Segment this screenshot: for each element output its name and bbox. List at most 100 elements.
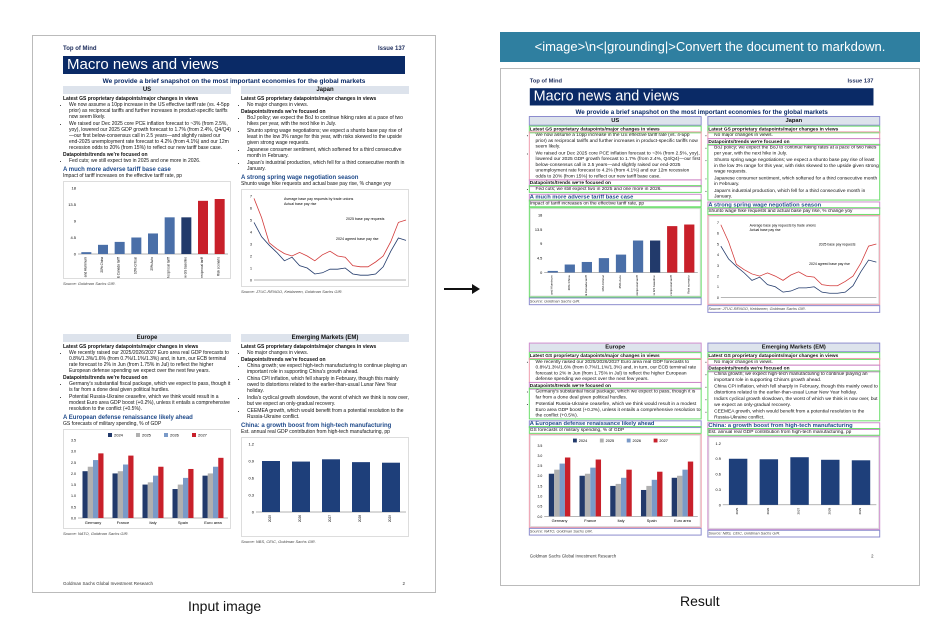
result-japan-header: Japan	[707, 116, 881, 126]
legend-swatch	[626, 438, 631, 443]
bar	[131, 237, 142, 254]
x-tick-label: Additional reciprocal tariff	[200, 257, 204, 279]
europe-focus-bullet: Germany's substantial fiscal package, wh…	[69, 381, 231, 393]
bar	[172, 489, 178, 518]
japan-focus-bullet: Japanese consumer sentiment, which softe…	[247, 147, 409, 159]
europe-defense-chart: 2024 2025 2026 2027 0.0 0.5 1.0 1.5 2.0 2.5 3.0 3.5…	[63, 429, 231, 529]
em-focus-bullet: CEEMEA growth, which would benefit from …	[247, 408, 409, 420]
bar	[677, 475, 683, 517]
x-tick-label: 2029	[858, 507, 862, 514]
japan-focus-bullet: BoJ policy; we expect the BoJ to continu…	[247, 115, 409, 127]
x-tick-label: 2028	[827, 507, 831, 514]
bar	[81, 252, 92, 254]
japan-focus: Datapoints/trends we're focused on	[241, 109, 326, 115]
result-japan-focus-bullet: Japanese consumer sentiment, which softe…	[714, 176, 879, 188]
x-tick-label: Risk scenario	[686, 275, 690, 294]
y-tick-label: 1.5	[71, 483, 76, 487]
result-japan-bullet: No major changes in views.	[714, 132, 879, 138]
legend-label: 2024	[579, 439, 588, 443]
em-chart-title: China: a growth boost from high-tech man…	[241, 423, 392, 429]
series-line	[253, 198, 407, 268]
result-em-chart-sub: Est. annual real GDP contribution from h…	[707, 428, 881, 436]
y-tick-label: 4	[717, 253, 719, 257]
bar	[183, 477, 189, 518]
europe-bullet: We recently raised our 2025/2026/2027 Eu…	[69, 350, 231, 374]
x-tick-label: 10% Critical	[133, 257, 137, 274]
legend-swatch	[599, 438, 604, 443]
y-tick-label: 7	[717, 221, 719, 225]
y-tick-label: 5	[717, 242, 719, 246]
doc-subtitle: We provide a brief snapshot on the most …	[102, 78, 366, 85]
result-us-chart-sub: Impact of tariff increases on the effect…	[528, 199, 702, 208]
x-tick-label: Germany	[85, 520, 101, 525]
doc-title: Macro news and views	[63, 56, 405, 74]
legend-swatch	[192, 433, 196, 437]
japan-source: Source: JTUC-RENGO, Keidanren, Goldman S…	[241, 289, 343, 294]
annotation: 2025 base pay requests	[346, 217, 385, 221]
result-europe-chart-title: A European defense renaissance likely ah…	[528, 420, 702, 429]
em-china-chart: 0 0.3 0.6 0.9 1.2 2025 2026 2027 2028 2029	[241, 437, 409, 537]
x-tick-label: Risk scenario	[217, 257, 221, 276]
x-tick-label: 2028	[358, 515, 362, 522]
bar	[153, 475, 159, 518]
bar	[615, 254, 627, 273]
us-column: US Latest GS proprietary datapoints/majo…	[63, 86, 231, 300]
y-tick-label: 13.5	[535, 228, 542, 232]
bar	[790, 457, 809, 505]
bar	[352, 462, 370, 512]
europe-focus-bullet: Potential Russia-Ukraine ceasefire, whic…	[69, 394, 231, 412]
result-japan-focus: Datapoints/trends we're focused on	[707, 138, 881, 146]
x-tick-label: 25% Steel and Aluminum	[550, 275, 554, 297]
europe-header: Europe	[63, 334, 231, 342]
annotation: 2024 agreed base pay rise	[336, 237, 379, 241]
em-chart-sub: Est. annual real GDP contribution from h…	[241, 429, 390, 435]
y-tick-label: 0.9	[248, 459, 254, 464]
result-us-column: US Latest GS proprietary datapoints/majo…	[528, 116, 702, 317]
y-tick-label: 0.0	[71, 517, 76, 521]
em-focus-bullet: China CPI inflation, which fell sharply …	[247, 376, 409, 394]
y-tick-label: 4.5	[537, 257, 542, 261]
result-us-chart-title: A much more adverse tariff base case	[528, 193, 702, 202]
y-tick-label: 0	[74, 252, 77, 257]
result-em-focus: Datapoints/trends we're focused on	[707, 364, 881, 373]
series-line	[720, 224, 877, 287]
y-tick-label: 3.0	[71, 450, 76, 454]
result-japan-focus-bullet: BoJ policy; we expect the BoJ to continu…	[714, 145, 879, 157]
x-tick-label: 2025	[268, 515, 272, 522]
x-tick-label: Germany	[552, 519, 568, 523]
x-tick-label: 20% China	[567, 275, 571, 290]
y-tick-label: 0	[719, 503, 721, 507]
em-latest: Latest GS proprietary datapoints/major c…	[241, 344, 377, 350]
legend-swatch	[136, 433, 140, 437]
bar	[595, 459, 602, 517]
result-us-focus-bullet: Fed cuts; we still expect two in 2025 an…	[536, 186, 701, 192]
result-em-chart-title: China: a growth boost from high-tech man…	[707, 422, 881, 430]
y-tick-label: 0.5	[71, 505, 76, 509]
bar	[213, 466, 219, 518]
bar	[177, 484, 183, 518]
bar	[728, 458, 748, 505]
japan-focus-bullet: Japan's industrial production, which fel…	[247, 160, 409, 172]
legend-label: 2027	[659, 439, 668, 443]
input-caption: Input image	[188, 598, 262, 614]
result-em-focus-bullet: India's cyclical growth slowdown, the wo…	[714, 396, 879, 408]
bar	[671, 477, 678, 517]
legend-label: Actual base pay rise	[750, 228, 781, 232]
result-em-source: Source: NBS, CEIC, Goldman Sachs GIR.	[707, 529, 881, 538]
x-tick-label: France	[584, 519, 596, 523]
result-issue: Issue 137	[847, 78, 874, 85]
result-europe-focus-bullet: Potential Russia-Ukraine ceasefire, whic…	[536, 401, 701, 418]
europe-chart-sub: GS forecasts of military spending, % of …	[63, 421, 162, 427]
x-tick-label: 25% Auto	[150, 257, 154, 271]
bar	[657, 471, 663, 517]
x-tick-label: 2025	[735, 507, 739, 514]
y-tick-label: 3.5	[71, 439, 76, 443]
bar	[851, 460, 871, 505]
bar	[181, 217, 192, 254]
bar	[547, 270, 558, 273]
y-tick-label: 1.0	[71, 494, 76, 498]
europe-chart-title: A European defense renaissance likely ah…	[63, 415, 193, 421]
bar	[626, 469, 632, 517]
bar	[292, 461, 310, 512]
result-top-left: Top of Mind	[529, 78, 563, 85]
